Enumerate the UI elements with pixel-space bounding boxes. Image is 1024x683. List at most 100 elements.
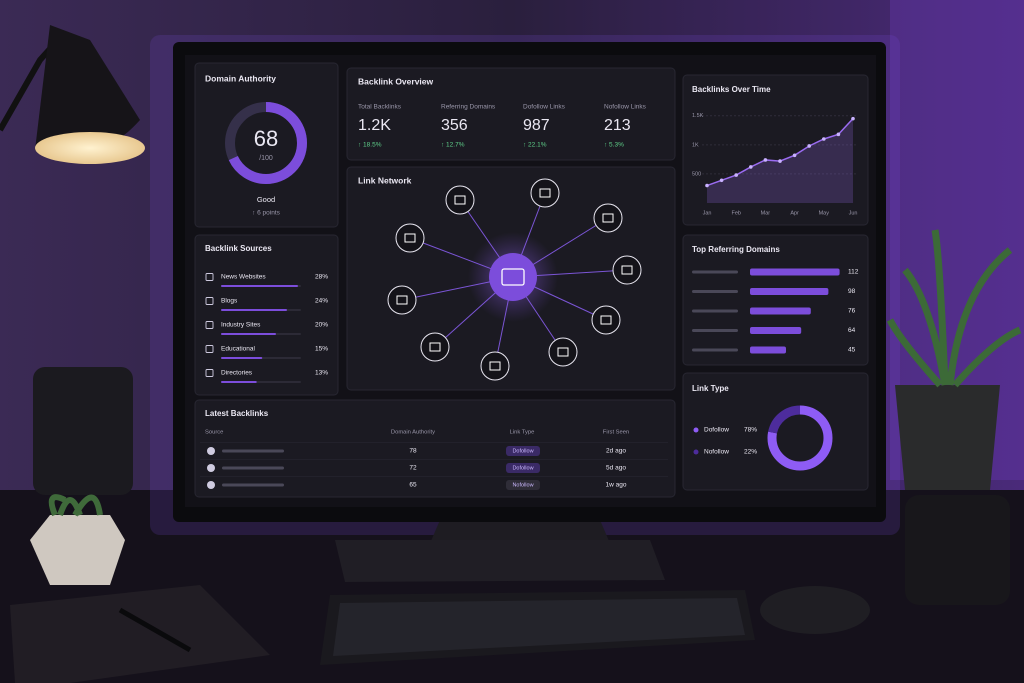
node-icon [396,295,408,305]
source-value: 28% [315,274,328,281]
y-tick-label: 1.5K [692,113,704,119]
source-label: Industry Sites [221,322,261,329]
point [763,158,768,162]
panel-title: Backlinks Over Time [692,85,771,94]
metric-change: ↑ 18.5% [358,142,382,149]
bar [750,327,802,334]
column-header: Link Type [510,430,535,436]
node-icon [539,188,551,198]
leaves [886,229,1022,388]
network-node [591,305,621,335]
score-ring [225,102,307,184]
column-header: Domain Authority [391,430,435,436]
metric-label: Referring Domains [441,104,496,111]
lamp-bulb [35,132,145,164]
monitor-base [335,540,665,582]
source-icon [205,345,214,353]
source-icon [207,481,215,489]
mug [905,495,1010,605]
score: 68 [254,126,278,151]
x-tick-label: Mar [761,210,771,216]
node-icon [602,213,614,223]
succulent [48,494,103,517]
source-icon [205,321,214,329]
node-icon [621,265,633,275]
metric-value: 1.2K [358,117,391,134]
bar [221,333,276,335]
metric-value: 356 [441,117,468,134]
notebook [10,585,270,683]
source-label: News Websites [221,274,266,281]
score-max: /100 [259,155,273,162]
node-icon [600,315,612,325]
bar [750,288,829,295]
plant-pot [30,515,125,585]
blurred-domain [692,348,738,352]
metric-value: 213 [604,117,631,134]
node-icon [557,347,569,357]
point [705,183,709,188]
bar-value: 45 [848,347,856,354]
y-tick-label: 500 [692,171,701,177]
node-icon [454,195,466,205]
bar [221,357,263,359]
pen [118,607,192,653]
point [719,178,724,183]
point [851,116,855,121]
link-type-badge: Dofollow [512,448,533,454]
first-seen: 2d ago [606,448,626,455]
link-type-badge: Nofollow [512,482,533,488]
panel-title: Domain Authority [205,73,276,83]
point [792,153,797,158]
plant-pot-right [895,385,1000,490]
first-seen: 5d ago [606,465,626,472]
donut-slice [767,405,833,471]
point [734,173,738,177]
source-icon [207,464,215,472]
node-icon [489,361,501,371]
source-value: 24% [315,298,328,305]
legend-dot [693,427,699,433]
panel-title: Latest Backlinks [205,409,269,418]
source-label: Educational [221,346,256,353]
panel-title: Link Type [692,384,729,393]
bar [750,307,811,315]
y-tick-label: 1K [692,142,699,148]
blurred-source [222,449,284,453]
x-tick-label: Feb [731,210,740,216]
network-node [612,255,642,285]
authority: 72 [409,465,417,472]
panel [682,74,869,226]
point [778,159,782,163]
node-icon [404,233,416,243]
authority: 65 [409,482,417,489]
column-header: Source [205,430,223,436]
point [822,137,826,141]
link-type-badge: Dofollow [512,465,533,471]
legend-value: 22% [744,449,757,456]
node-icon [429,342,441,352]
badge [506,446,540,456]
panel-title: Backlink Sources [205,244,272,253]
x-tick-label: Jun [849,210,858,216]
badge [506,463,540,473]
bar-value: 64 [848,327,856,334]
point [749,165,753,169]
network-node [420,332,450,362]
x-tick-label: Apr [790,210,799,216]
source-icon [205,273,214,281]
panel [194,234,339,396]
metric-change: ↑ 12.7% [441,142,465,149]
metric-change: ↑ 22.1% [523,142,547,149]
change: ↑ 6 points [252,210,281,217]
area [707,118,853,203]
panel-title: Top Referring Domains [692,245,780,254]
panel-title: Backlink Overview [358,76,434,86]
network-node [480,351,510,381]
bar-value: 112 [848,269,859,276]
network-node [548,337,578,367]
x-tick-label: Jan [703,210,712,216]
panel-title: Link Network [358,175,412,185]
network-node [395,223,425,253]
point [807,144,811,148]
